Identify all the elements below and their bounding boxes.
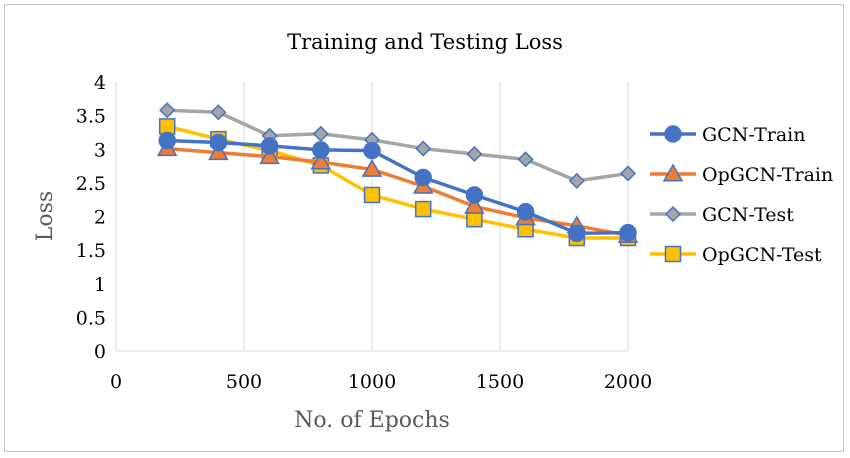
data-point [516, 203, 535, 221]
data-point [465, 186, 484, 204]
legend-label: GCN-Test [702, 204, 794, 226]
legend-entry: GCN-Train [650, 124, 805, 146]
data-point [466, 210, 483, 228]
data-point [568, 224, 586, 243]
x-tick-label: 500 [226, 371, 262, 393]
data-point [312, 141, 330, 159]
legend-marker [662, 163, 684, 182]
y-tick-label: 3 [94, 139, 106, 161]
data-point [210, 104, 227, 121]
data-point [619, 165, 637, 182]
y-tick-label: 1 [94, 274, 106, 296]
x-tick-label: 1000 [348, 371, 396, 393]
legend-label: OpGCN-Test [702, 244, 822, 266]
x-tick-label: 2000 [604, 371, 652, 393]
legend-marker [664, 245, 682, 263]
chart-title: Training and Testing Loss [287, 30, 563, 54]
data-point [464, 195, 485, 214]
x-tick-label: 1500 [476, 371, 524, 393]
axes: 0 500 1000 1500 2000 0 0.5 1 1.5 2 2.5 3 3.5 4 [76, 72, 652, 393]
data-point [517, 151, 534, 168]
data-point [363, 141, 381, 160]
legend-label: OpGCN-Train [702, 164, 833, 186]
legend-marker [664, 125, 682, 143]
legend: GCN-Train OpGCN-Train GCN-Test OpGCN-Test [650, 124, 833, 266]
data-point [159, 102, 176, 119]
y-tick-label: 3.5 [76, 106, 106, 128]
data-point [312, 125, 329, 142]
data-point [310, 151, 332, 170]
data-point [415, 140, 432, 157]
data-point [619, 223, 637, 242]
legend-entry: GCN-Test [650, 204, 794, 226]
chart-frame [4, 4, 844, 452]
y-tick-label: 2 [94, 207, 106, 229]
y-tick-label: 4 [94, 72, 106, 94]
grid-lines [115, 82, 629, 351]
data-point [209, 133, 228, 152]
data-point [208, 142, 229, 161]
data-point [259, 146, 280, 165]
data-point [414, 200, 432, 218]
series-line [167, 108, 629, 183]
data-point [414, 168, 432, 187]
data-point [260, 137, 279, 155]
y-tick-label: 1.5 [76, 240, 106, 262]
y-axis-title: Loss [33, 191, 58, 241]
plot-series [156, 102, 639, 247]
legend-entry: OpGCN-Test [650, 244, 822, 266]
legend-label: GCN-Train [702, 124, 805, 146]
data-point [361, 158, 383, 177]
y-tick-label: 0.5 [76, 307, 106, 329]
data-point [158, 118, 176, 135]
series-gcn-train [158, 131, 637, 243]
data-point [568, 172, 585, 189]
y-tick-label: 2.5 [76, 173, 106, 195]
series-line [167, 138, 629, 236]
legend-entry: OpGCN-Train [650, 163, 833, 186]
x-tick-label: 0 [110, 371, 122, 393]
series-line [167, 146, 629, 238]
y-tick-label: 0 [94, 341, 106, 363]
legend-marker [664, 205, 682, 223]
data-point [158, 131, 176, 150]
data-point [466, 145, 483, 163]
data-point [363, 186, 381, 204]
x-axis-title: No. of Epochs [294, 408, 450, 433]
series-gcn-test [159, 102, 637, 189]
